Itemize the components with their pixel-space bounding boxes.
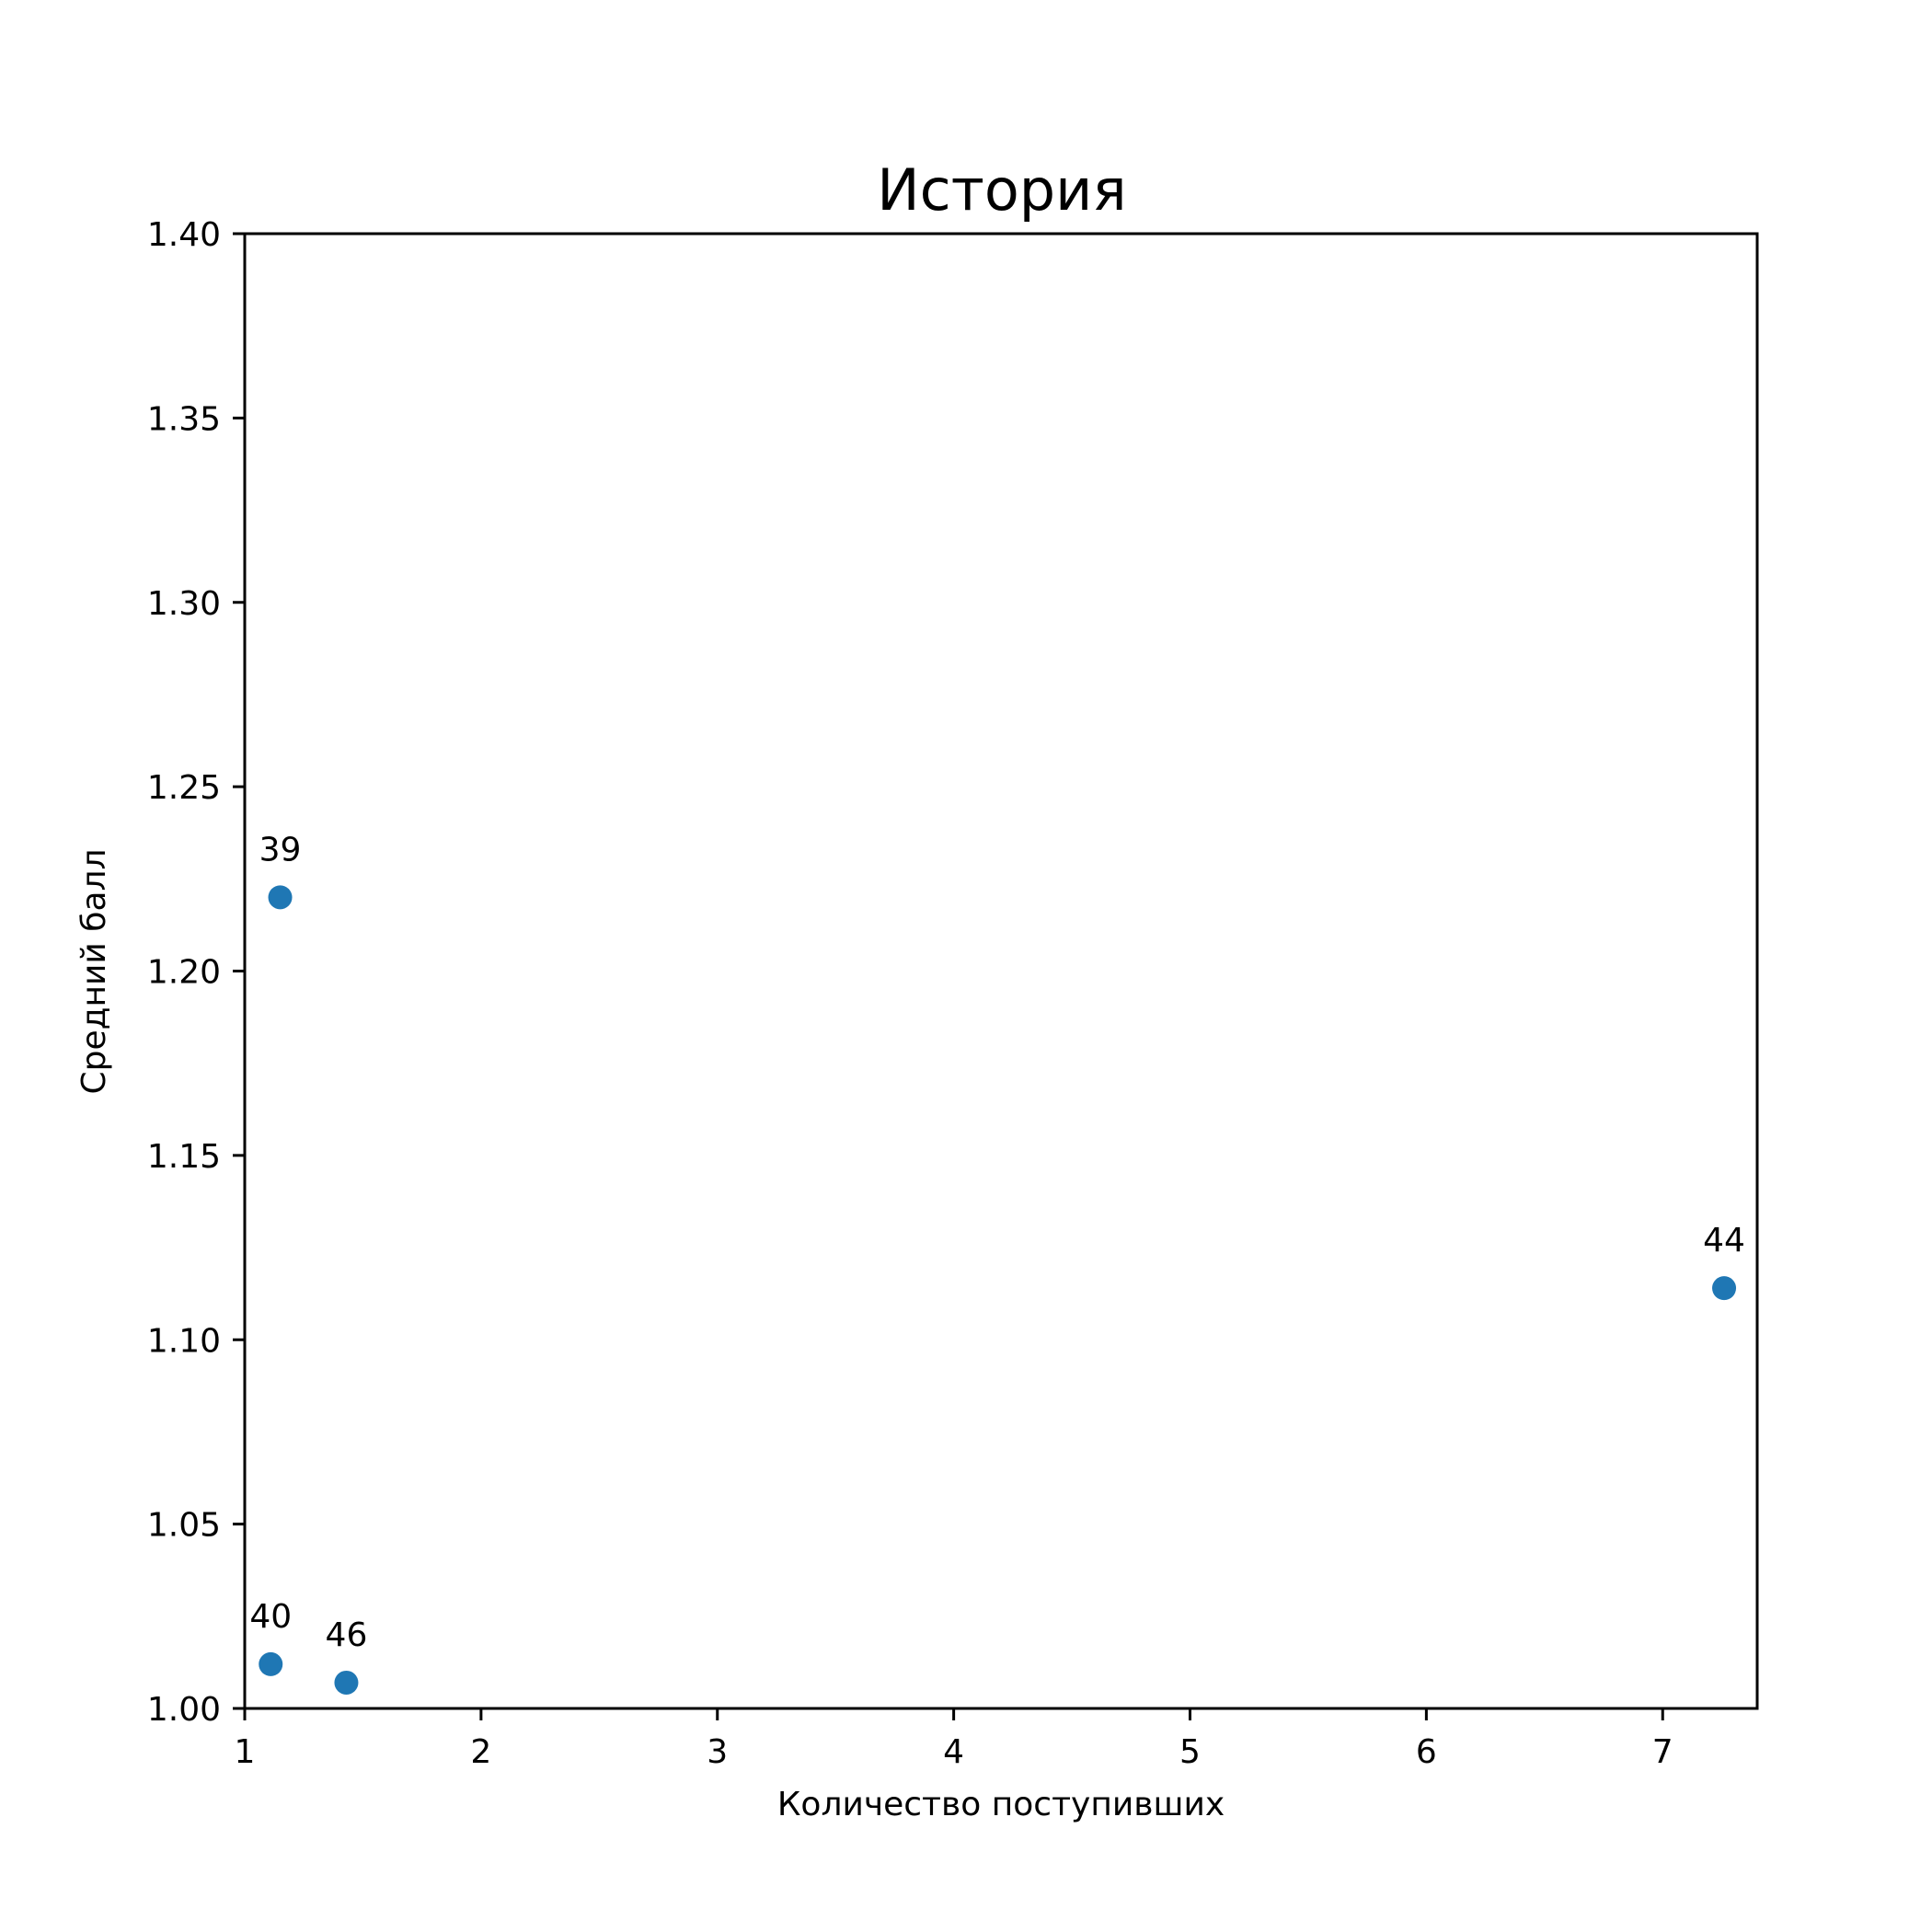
data-point xyxy=(334,1671,358,1695)
data-point xyxy=(1712,1276,1736,1300)
point-label: 44 xyxy=(1703,1222,1745,1259)
y-axis: 1.00 1.05 1.10 1.15 1.20 1.25 1.30 1.35 1.40 xyxy=(147,216,245,1729)
x-axis-label: Количество поступивших xyxy=(777,1786,1225,1823)
y-axis-label: Средний балл xyxy=(75,848,113,1094)
chart-title: История xyxy=(877,156,1126,224)
point-label: 39 xyxy=(259,831,302,868)
point-label: 40 xyxy=(249,1598,292,1636)
x-axis: 1 2 3 4 5 6 7 xyxy=(235,1708,1673,1771)
x-tick-label: 7 xyxy=(1652,1733,1673,1771)
data-point xyxy=(259,1652,282,1676)
y-tick-label: 1.30 xyxy=(147,585,221,623)
x-tick-label: 6 xyxy=(1416,1733,1437,1771)
y-tick-label: 1.40 xyxy=(147,216,221,254)
data-points: 39 40 44 46 xyxy=(249,831,1745,1695)
x-tick-label: 1 xyxy=(235,1733,256,1771)
plot-area xyxy=(245,234,1757,1708)
data-point xyxy=(269,885,293,909)
y-tick-label: 1.20 xyxy=(147,954,221,992)
x-tick-label: 2 xyxy=(470,1733,491,1771)
point-label: 46 xyxy=(326,1616,368,1654)
y-tick-label: 1.10 xyxy=(147,1322,221,1360)
y-tick-label: 1.05 xyxy=(147,1507,221,1545)
y-tick-label: 1.35 xyxy=(147,400,221,438)
x-tick-label: 3 xyxy=(707,1733,728,1771)
x-tick-label: 4 xyxy=(943,1733,964,1771)
x-tick-label: 5 xyxy=(1179,1733,1201,1771)
y-tick-label: 1.15 xyxy=(147,1138,221,1176)
y-tick-label: 1.25 xyxy=(147,769,221,807)
y-tick-label: 1.00 xyxy=(147,1691,221,1729)
